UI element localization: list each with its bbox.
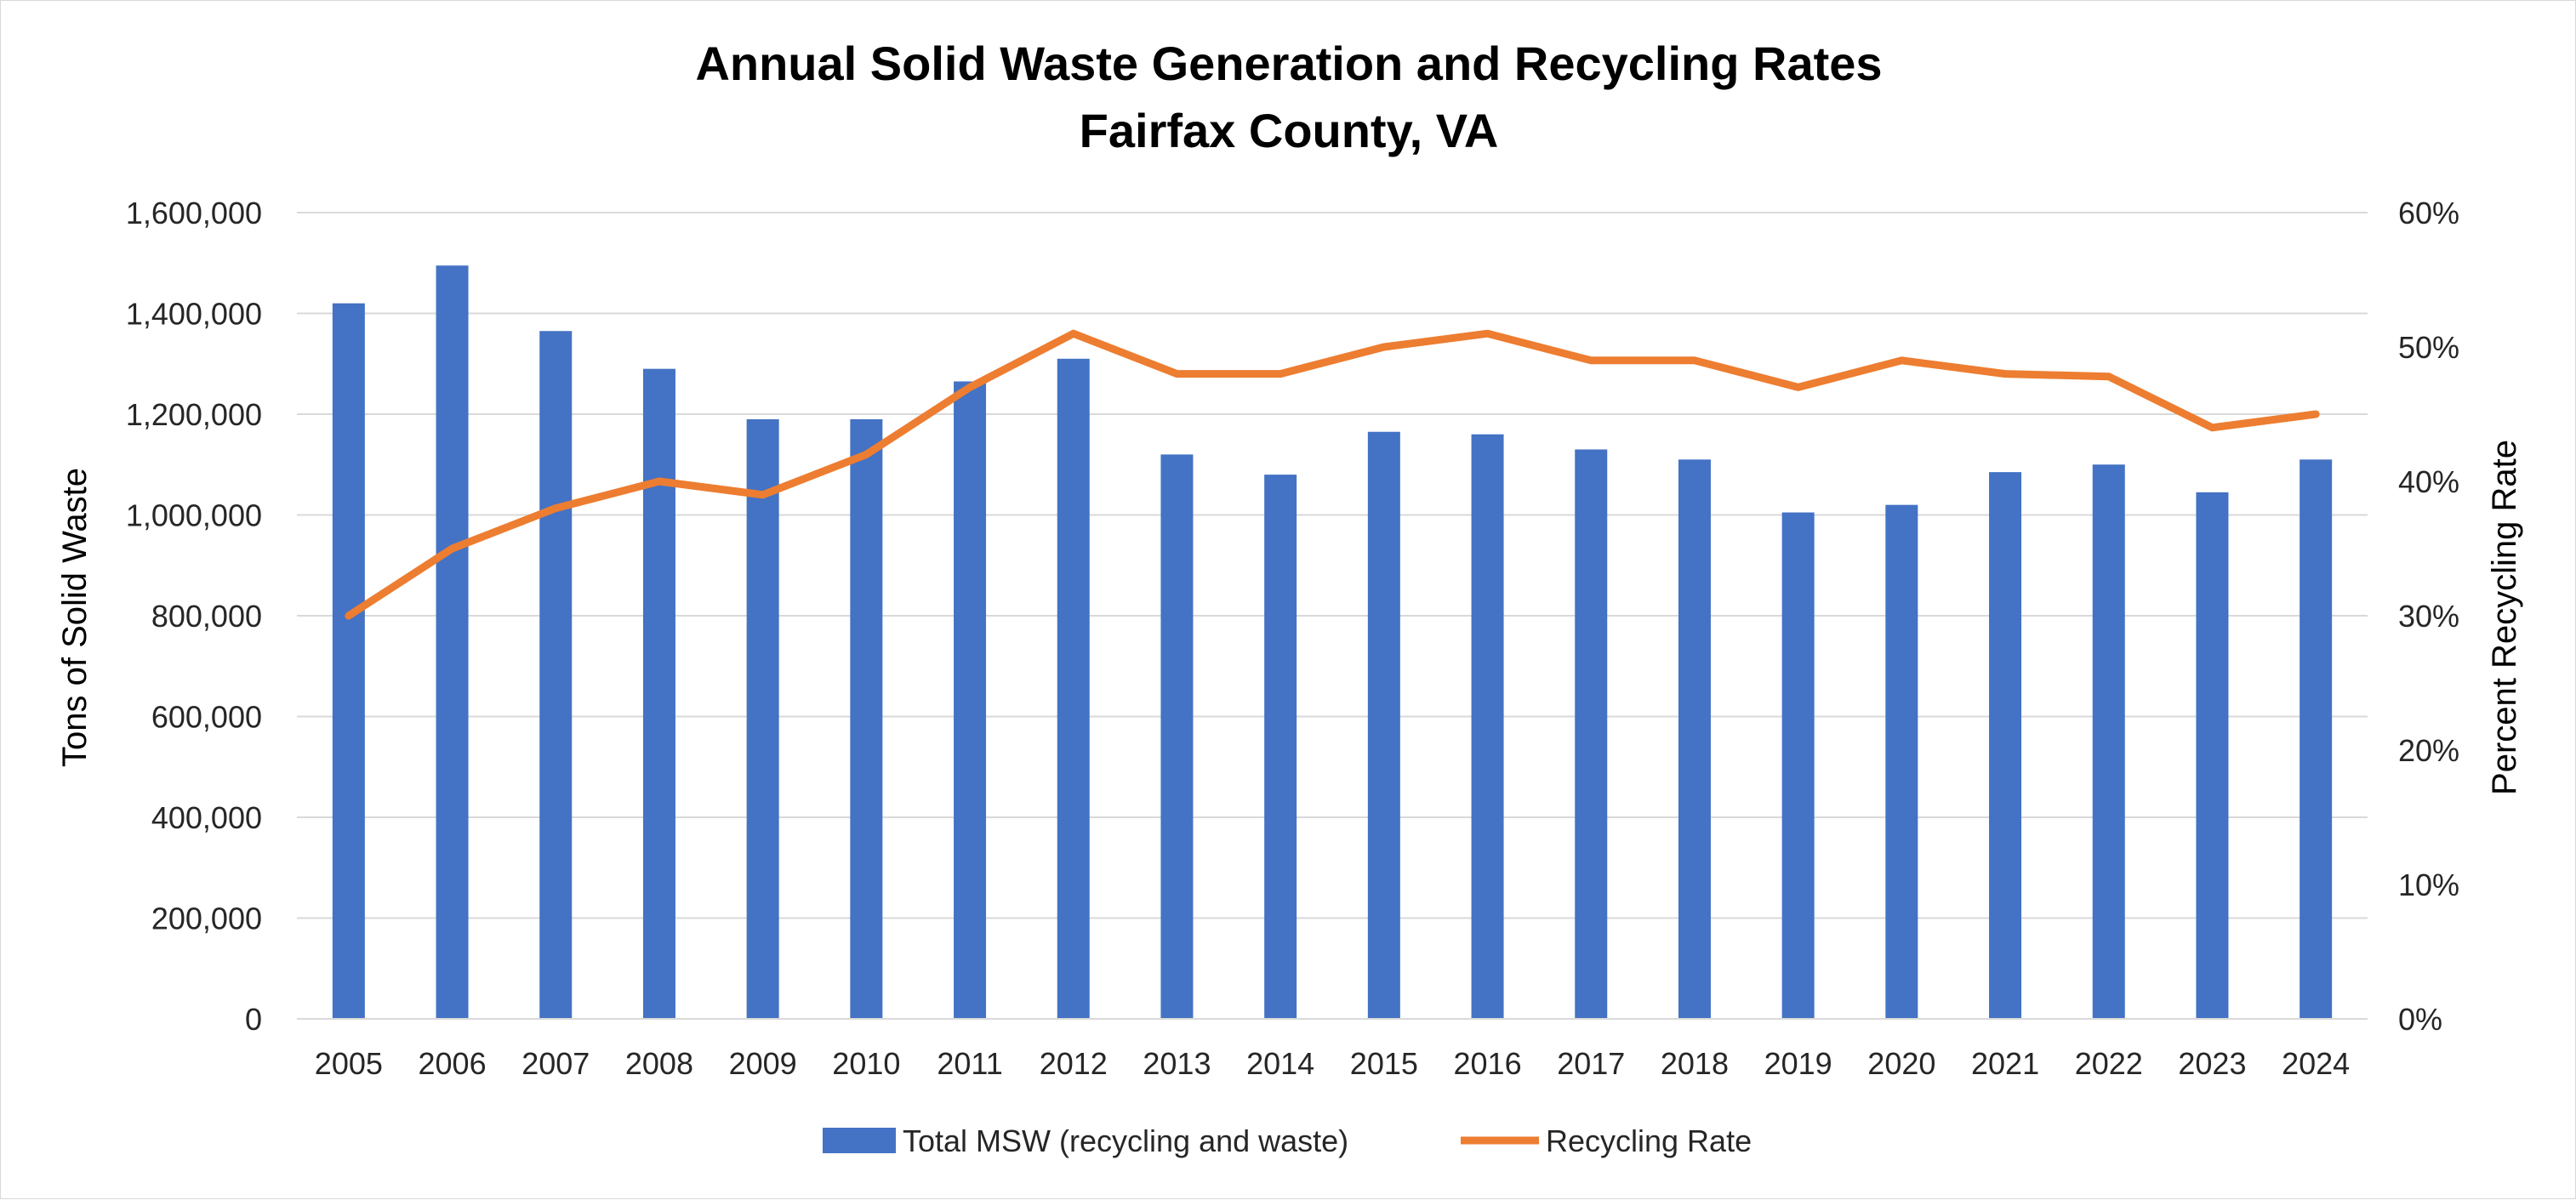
bar-2014 [1264,475,1297,1019]
line-point-2016 [1486,333,1489,335]
chart-title: Annual Solid Waste Generation and Recycl… [695,37,1882,90]
bar-2006 [436,265,469,1019]
chart-subtitle: Fairfax County, VA [1080,104,1499,157]
x-tick-label: 2010 [832,1046,900,1081]
bar-2005 [332,303,365,1019]
line-point-2019 [1797,386,1799,389]
y-tick-label: 1,200,000 [126,397,262,432]
line-point-2021 [2004,373,2007,375]
x-tick-label: 2020 [1867,1046,1935,1081]
x-tick-label: 2008 [625,1046,693,1081]
line-point-2009 [761,493,764,496]
left-axis-ticks: 0 200,000 400,000 600,000 800,000 1,000,000 1,… [126,196,262,1037]
legend-label-line: Recycling Rate [1546,1123,1752,1158]
x-tick-label: 2023 [2178,1046,2246,1081]
y2-tick-label: 0% [2398,1002,2442,1037]
x-tick-label: 2019 [1764,1046,1832,1081]
y-tick-label: 1,600,000 [126,196,262,230]
bar-2010 [850,418,883,1019]
bar-2012 [1057,358,1090,1019]
bar-2023 [2196,492,2229,1019]
line-series [345,329,2320,620]
x-tick-label: 2021 [1971,1046,2039,1081]
y2-tick-label: 40% [2398,464,2459,499]
bar-2020 [1885,504,1918,1019]
line-point-2017 [1590,359,1593,361]
line-point-2022 [2107,375,2110,378]
legend: Total MSW (recycling and waste) Recyclin… [823,1123,1752,1158]
x-tick-label: 2006 [419,1046,487,1081]
y2-tick-label: 30% [2398,599,2459,634]
y2-tick-label: 20% [2398,733,2459,768]
y-tick-label: 1,000,000 [126,498,262,533]
bar-2019 [1781,512,1815,1019]
y2-tick-label: 50% [2398,330,2459,365]
y2-axis-title: Percent Recycling Rate [2486,440,2523,795]
line-point-2020 [1901,359,1903,361]
line-point-2012 [1072,333,1074,335]
line-point-2005 [347,615,350,617]
bar-2011 [954,381,987,1019]
y2-tick-label: 60% [2398,196,2459,230]
line-point-2013 [1176,373,1178,375]
line-point-2018 [1693,359,1695,361]
bar-2024 [2300,459,2333,1019]
line-point-2024 [2315,413,2317,415]
line-point-2007 [555,507,557,509]
x-tick-label: 2011 [937,1046,1002,1081]
y-tick-label: 600,000 [151,700,262,735]
legend-label-bar: Total MSW (recycling and waste) [903,1123,1348,1158]
bar-2017 [1575,449,1608,1019]
line-point-2023 [2211,426,2214,429]
x-tick-label: 2009 [729,1046,797,1081]
right-axis-ticks: 0% 10% 20% 30% 40% 50% 60% [2398,196,2459,1037]
line-point-2010 [865,453,868,456]
y-tick-label: 400,000 [151,800,262,835]
x-tick-label: 2024 [2282,1046,2350,1081]
line-point-2014 [1279,373,1282,375]
bar-2015 [1367,431,1400,1019]
x-tick-label: 2018 [1661,1046,1729,1081]
bar-2021 [1989,472,2022,1019]
bar-2022 [2092,464,2125,1019]
bar-2008 [642,368,675,1019]
x-tick-label: 2014 [1246,1046,1314,1081]
x-tick-label: 2016 [1454,1046,1522,1081]
x-tick-label: 2017 [1557,1046,1625,1081]
bar-2009 [746,418,779,1019]
x-axis-ticks: 2005 2006 2007 2008 2009 2010 2011 2012 2013 2014… [297,1018,2368,1081]
x-tick-label: 2013 [1143,1046,1211,1081]
line-point-2006 [451,548,453,549]
bar-2013 [1160,454,1194,1019]
gridlines [297,212,2368,1020]
y2-tick-label: 10% [2398,867,2459,902]
bar-2016 [1471,434,1504,1019]
y-axis-title: Tons of Solid Waste [56,468,94,767]
bar-2007 [539,331,573,1019]
legend-swatch-bar [823,1128,896,1153]
line-point-2011 [969,386,972,389]
recycling-rate-line [345,329,2320,620]
bar-2018 [1678,459,1711,1019]
x-tick-label: 2015 [1350,1046,1418,1081]
line-point-2015 [1382,346,1385,348]
x-tick-label: 2022 [2075,1046,2143,1081]
x-tick-label: 2005 [315,1046,383,1081]
x-tick-label: 2012 [1040,1046,1108,1081]
bar-series [332,265,2333,1019]
y-tick-label: 1,400,000 [126,297,262,332]
line-point-2008 [658,481,660,482]
y-tick-label: 800,000 [151,599,262,634]
y-tick-label: 200,000 [151,901,262,936]
y-tick-label: 0 [245,1002,262,1037]
x-tick-label: 2007 [521,1046,590,1081]
